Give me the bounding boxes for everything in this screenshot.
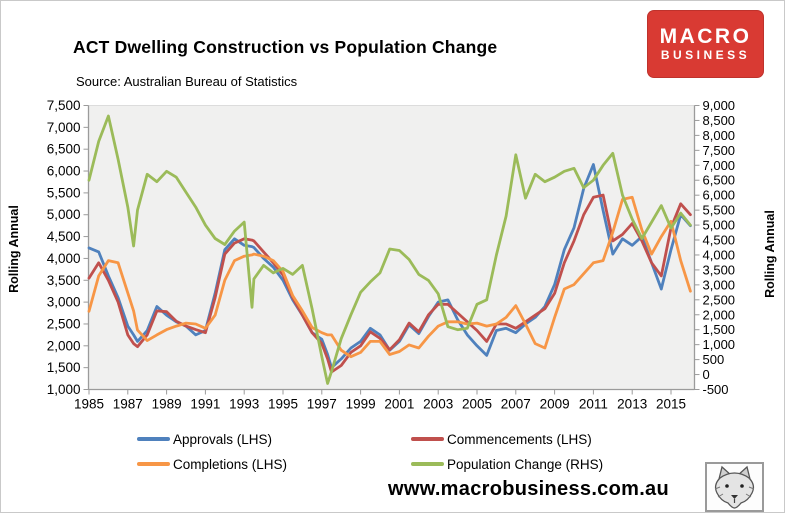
y-left-tick-label: 4,500	[47, 229, 81, 244]
legend-item-approvals: Approvals (LHS)	[137, 430, 411, 448]
legend-item-completions: Completions (LHS)	[137, 455, 411, 473]
website-url: www.macrobusiness.com.au	[388, 478, 669, 500]
x-tick-label: 1989	[152, 397, 182, 412]
y-left-tick-label: 7,000	[47, 120, 81, 135]
y-right-tick-label: 3,000	[703, 277, 736, 292]
x-tick-label: 2009	[540, 397, 570, 412]
y-axis-title-left: Rolling Annual	[7, 205, 21, 293]
y-right-tick-label: 7,000	[703, 158, 736, 173]
y-right-tick-label: 3,500	[703, 262, 736, 277]
y-right-tick-label: 2,500	[703, 292, 736, 307]
x-tick-label: 2003	[423, 397, 453, 412]
x-tick-label: 2005	[462, 397, 492, 412]
y-left-tick-label: 2,000	[47, 338, 81, 353]
y-left-tick-label: 3,500	[47, 273, 81, 288]
commencements-line-swatch	[411, 437, 444, 441]
series-line-commencements-lhs	[87, 193, 692, 374]
y-left-tick-label: 4,000	[47, 251, 81, 266]
approvals-line-swatch	[137, 437, 170, 441]
y-right-tick-label: 4,000	[703, 247, 736, 262]
y-left-tick-label: 2,500	[47, 316, 81, 331]
legend: Approvals (LHS) Commencements (LHS) Comp…	[137, 430, 682, 473]
y-right-tick-label: 8,500	[703, 113, 736, 128]
y-left-tick-label: 7,500	[47, 98, 81, 113]
y-right-tick-label: 4,500	[703, 233, 736, 248]
y-left-tick-label: 6,000	[47, 164, 81, 179]
y-right-tick-label: 2,000	[703, 307, 736, 322]
y-left-tick-label: 6,500	[47, 142, 81, 157]
legend-item-commencements: Commencements (LHS)	[411, 430, 682, 448]
y-left-tick-label: 5,000	[47, 207, 81, 222]
legend-label: Completions (LHS)	[173, 456, 288, 472]
y-right-tick-label: 5,500	[703, 203, 736, 218]
y-axis-title-right: Rolling Annual	[763, 210, 777, 298]
legend-label: Commencements (LHS)	[447, 431, 592, 447]
y-right-tick-label: 7,500	[703, 143, 736, 158]
completions-line-swatch	[137, 462, 170, 466]
wolf-head-icon	[714, 465, 755, 509]
y-right-tick-label: -500	[703, 382, 729, 397]
legend-label: Approvals (LHS)	[173, 431, 273, 447]
y-right-tick-label: 5,000	[703, 218, 736, 233]
plot-area	[88, 105, 695, 390]
wolf-logo	[705, 462, 764, 512]
x-tick-label: 1985	[74, 397, 104, 412]
x-tick-label: 1995	[268, 397, 298, 412]
x-tick-label: 1993	[229, 397, 259, 412]
legend-item-population-change: Population Change (RHS)	[411, 455, 682, 473]
legend-label: Population Change (RHS)	[447, 456, 604, 472]
x-tick-label: 2011	[579, 397, 608, 412]
y-right-tick-label: 1,500	[703, 322, 736, 337]
population-change-line-swatch	[411, 462, 444, 466]
y-left-tick-label: 1,000	[47, 382, 81, 397]
x-tick-label: 1997	[307, 397, 337, 412]
logo-text-macro: MACRO	[659, 25, 752, 49]
x-tick-label: 2015	[656, 397, 686, 412]
y-left-tick-label: 3,000	[47, 295, 81, 310]
y-right-tick-label: 1,000	[703, 337, 736, 352]
x-tick-label: 1999	[346, 397, 376, 412]
y-left-tick-label: 1,500	[47, 360, 81, 375]
x-tick-label: 1987	[113, 397, 143, 412]
x-tick-label: 2001	[384, 397, 414, 412]
x-tick-label: 2013	[617, 397, 647, 412]
page-title: ACT Dwelling Construction vs Population …	[73, 37, 498, 57]
x-tick-label: 1991	[190, 397, 220, 412]
macrobusiness-logo: MACRO BUSINESS	[647, 10, 764, 78]
y-left-tick-label: 5,500	[47, 185, 81, 200]
x-tick-label: 2007	[501, 397, 531, 412]
y-right-tick-label: 8,000	[703, 128, 736, 143]
y-right-tick-label: 6,500	[703, 173, 736, 188]
series-line-population-change-rhs	[87, 114, 692, 385]
source-note: Source: Australian Bureau of Statistics	[76, 74, 298, 89]
y-right-tick-label: 0	[703, 367, 710, 382]
y-right-tick-label: 6,000	[703, 188, 736, 203]
logo-text-business: BUSINESS	[660, 48, 751, 63]
series-line-completions-lhs	[87, 195, 692, 359]
y-right-tick-label: 9,000	[703, 98, 736, 113]
y-right-tick-label: 500	[703, 352, 725, 367]
